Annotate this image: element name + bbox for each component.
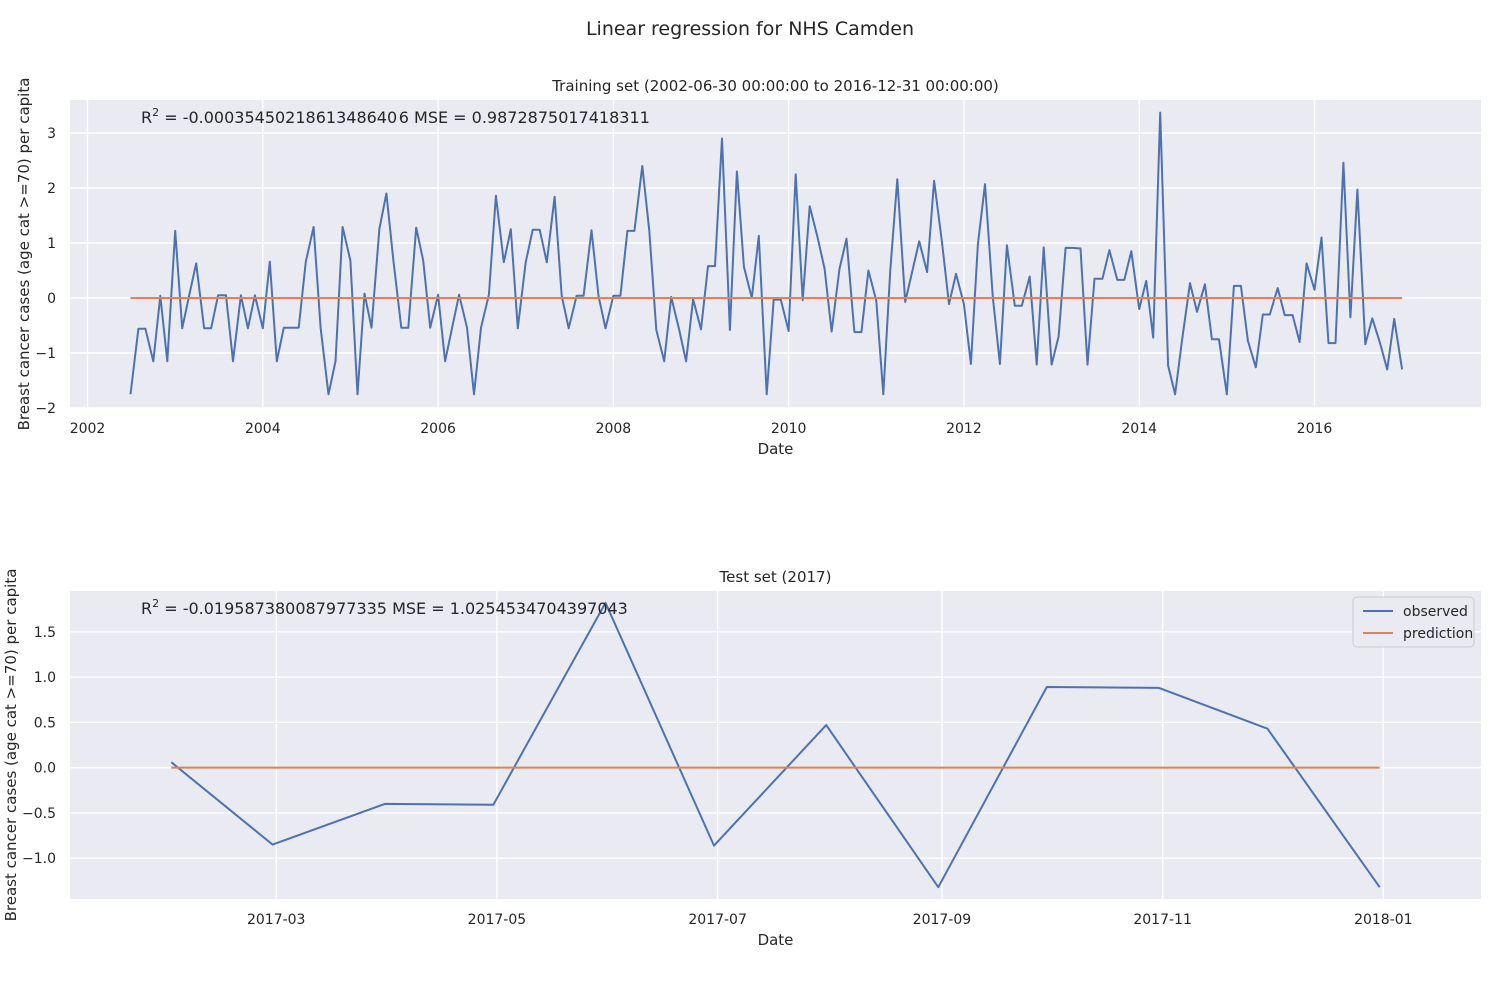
r2-superscript: 2: [152, 106, 159, 119]
x-tick-label: 2016: [1297, 421, 1333, 437]
y-tick-label: −2: [35, 401, 56, 417]
y-tick-label: 0: [47, 291, 56, 307]
x-tick-label: 2017-03: [247, 912, 306, 928]
y-tick-label: 1.0: [34, 670, 56, 686]
subplot-title: Test set (2017): [719, 568, 832, 586]
plot-area: [70, 100, 1481, 408]
x-tick-label: 2017-05: [468, 912, 527, 928]
x-tick-label: 2017-09: [913, 912, 972, 928]
x-axis-label: Date: [758, 440, 794, 458]
y-tick-label: −0.5: [22, 806, 56, 822]
test-chart: 2017-03 2017-05 2017-07 2017-09 2017-11 2018-…: [2, 568, 1481, 949]
y-tick-label: 0.5: [34, 715, 56, 731]
x-tick-label: 2006: [420, 421, 456, 437]
y-tick-label: −1: [35, 346, 56, 362]
metrics-annotation: R2 = -0.0003545021861348640 6 MSE = 0.98…: [141, 106, 650, 127]
r2-symbol: R: [141, 599, 152, 618]
observed-line: [129, 111, 1404, 396]
metrics-annotation: R2 = -0.019587380087977335 MSE = 1.02545…: [141, 597, 628, 618]
subplot-title: Training set (2002-06-30 00:00:00 to 201…: [551, 77, 999, 95]
y-tick-label: 2: [47, 181, 56, 197]
legend-box: [1352, 596, 1475, 648]
y-tick-label: 3: [47, 126, 56, 142]
y-axis-label: Breast cancer cases (age cat >=70) per c…: [15, 78, 33, 431]
y-tick-label: −1.0: [22, 851, 56, 867]
x-tick-label: 2018-01: [1354, 912, 1413, 928]
x-tick-label: 2012: [946, 421, 982, 437]
x-tick-label: 2017-07: [688, 912, 747, 928]
r2-superscript: 2: [152, 597, 159, 610]
y-tick-label: 1: [47, 236, 56, 252]
legend-label-observed: observed: [1403, 604, 1468, 620]
y-tick-label: 0.0: [34, 761, 56, 777]
x-tick-label: 2002: [70, 421, 106, 437]
x-tick-label: 2004: [245, 421, 281, 437]
x-tick-label: 2017-11: [1133, 912, 1192, 928]
y-axis-label: Breast cancer cases (age cat >=70) per c…: [2, 569, 20, 922]
x-tick-label: 2014: [1121, 421, 1157, 437]
figure-suptitle: Linear regression for NHS Camden: [586, 18, 914, 40]
y-tick-label: 1.5: [34, 625, 56, 641]
r2-symbol: R: [141, 108, 152, 127]
x-axis-label: Date: [758, 931, 794, 949]
plot-area: [70, 591, 1481, 899]
metrics-text: = -0.0003545021861348640 6 MSE = 0.98728…: [159, 108, 650, 127]
observed-line: [170, 601, 1381, 889]
training-chart: 2002 2004 2006 2008 2010 2012 2014 2016 −2 −1 0 1 2 3…: [15, 77, 1481, 458]
metrics-text: = -0.019587380087977335 MSE = 1.02545347…: [159, 599, 628, 618]
legend-label-prediction: prediction: [1403, 626, 1473, 642]
x-tick-label: 2010: [771, 421, 807, 437]
x-tick-label: 2008: [596, 421, 632, 437]
